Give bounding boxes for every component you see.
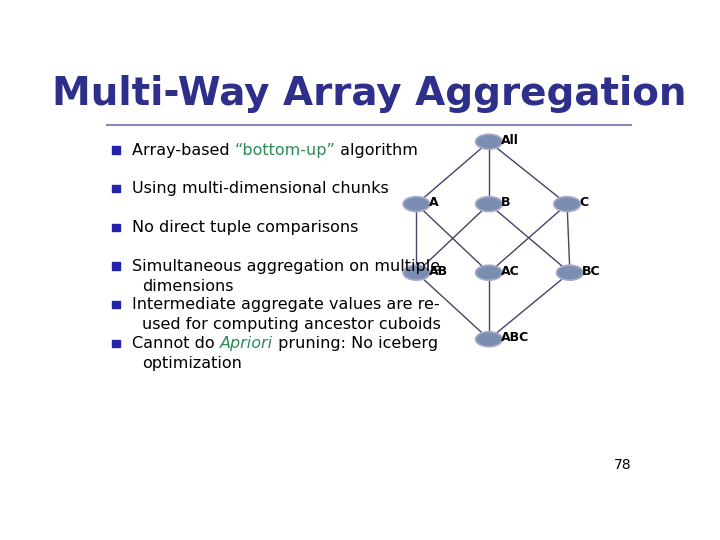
Text: Multi-Way Array Aggregation: Multi-Way Array Aggregation (52, 75, 686, 113)
Bar (112, 185, 120, 192)
Text: Using multi-dimensional chunks: Using multi-dimensional chunks (132, 181, 389, 196)
Text: A: A (428, 196, 438, 209)
Bar (112, 224, 120, 231)
Ellipse shape (403, 197, 430, 212)
Text: All: All (501, 133, 519, 146)
Text: Intermediate aggregate values are re-: Intermediate aggregate values are re- (132, 297, 439, 312)
Text: No direct tuple comparisons: No direct tuple comparisons (132, 220, 359, 235)
Text: AB: AB (428, 265, 448, 278)
Text: pruning: No iceberg: pruning: No iceberg (273, 336, 438, 351)
Text: B: B (501, 196, 510, 209)
Bar (112, 146, 120, 154)
Text: optimization: optimization (142, 356, 242, 371)
Text: “bottom-up”: “bottom-up” (235, 143, 336, 158)
Ellipse shape (554, 197, 580, 212)
Text: Array-based: Array-based (132, 143, 235, 158)
Bar (112, 301, 120, 308)
Text: Cannot do: Cannot do (132, 336, 220, 351)
Text: Simultaneous aggregation on multiple: Simultaneous aggregation on multiple (132, 259, 440, 274)
Text: Apriori: Apriori (220, 336, 273, 351)
Text: dimensions: dimensions (142, 279, 233, 294)
Text: ABC: ABC (501, 331, 529, 344)
Ellipse shape (476, 134, 503, 149)
Ellipse shape (557, 265, 583, 280)
Text: algorithm: algorithm (336, 143, 418, 158)
Text: 78: 78 (613, 458, 631, 472)
Bar (112, 262, 120, 270)
Ellipse shape (476, 197, 503, 212)
Bar (112, 340, 120, 347)
Text: AC: AC (501, 265, 520, 278)
Ellipse shape (476, 265, 503, 280)
Ellipse shape (403, 265, 430, 280)
Text: C: C (580, 196, 588, 209)
Text: BC: BC (582, 265, 600, 278)
Text: used for computing ancestor cuboids: used for computing ancestor cuboids (142, 318, 441, 332)
Ellipse shape (476, 332, 503, 347)
